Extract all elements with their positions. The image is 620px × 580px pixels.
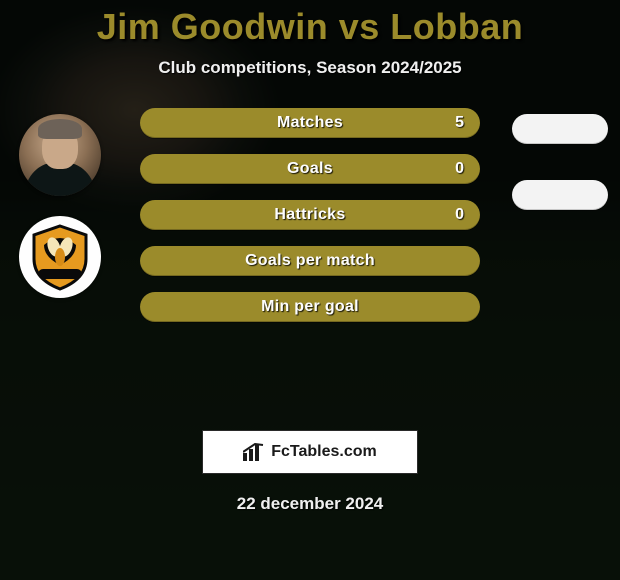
- stat-pill: Hattricks0: [140, 200, 480, 230]
- club-crest: [19, 216, 101, 298]
- stat-value: 0: [455, 160, 464, 178]
- opponent-stat-blob: [512, 180, 608, 210]
- right-blob-slot: [512, 114, 608, 144]
- stat-label: Hattricks: [140, 206, 480, 224]
- right-blob-slot: [512, 180, 608, 210]
- player-avatar: [19, 114, 101, 196]
- stat-pills-column: Matches5Goals0Hattricks0Goals per matchM…: [120, 108, 500, 322]
- stat-label: Goals per match: [140, 252, 480, 270]
- stat-pill: Min per goal: [140, 292, 480, 322]
- left-column-player-images: [0, 108, 120, 298]
- content-container: Jim Goodwin vs Lobban Club competitions,…: [0, 0, 620, 514]
- stat-pill: Goals0: [140, 154, 480, 184]
- stat-value: 0: [455, 206, 464, 224]
- comparison-subtitle: Club competitions, Season 2024/2025: [158, 58, 461, 78]
- stat-pill: Goals per match: [140, 246, 480, 276]
- comparison-title: Jim Goodwin vs Lobban: [97, 6, 524, 48]
- snapshot-date: 22 december 2024: [237, 494, 384, 514]
- stat-label: Goals: [140, 160, 480, 178]
- main-row: Matches5Goals0Hattricks0Goals per matchM…: [0, 108, 620, 408]
- stat-value: 5: [455, 114, 464, 132]
- source-badge: FcTables.com: [202, 430, 418, 474]
- stat-pill: Matches5: [140, 108, 480, 138]
- club-crest-svg: [28, 223, 92, 291]
- opponent-stat-blob: [512, 114, 608, 144]
- source-badge-text: FcTables.com: [271, 443, 377, 461]
- stat-label: Min per goal: [140, 298, 480, 316]
- right-column-blobs: [500, 108, 620, 408]
- bar-chart-icon: [243, 443, 265, 461]
- stat-label: Matches: [140, 114, 480, 132]
- avatar-hair-shape: [38, 119, 82, 139]
